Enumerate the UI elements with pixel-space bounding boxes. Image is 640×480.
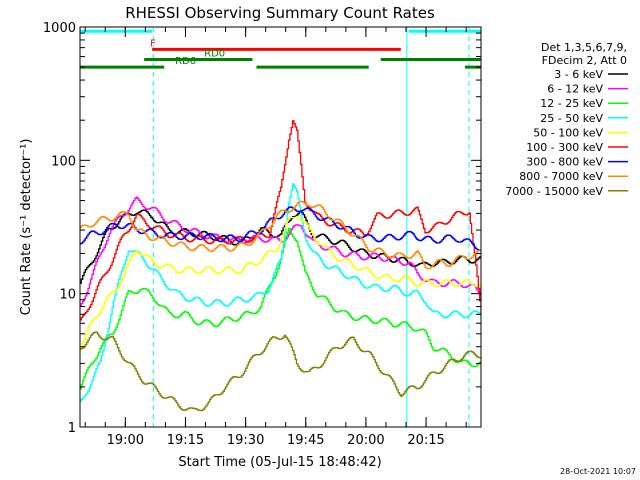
- x-tick-label-19-00: 19:00: [107, 433, 144, 448]
- flag-label-rd6: RD6: [175, 56, 196, 67]
- x-axis-ticks: 19:00 19:15 19:30 19:45 20:00 20:15: [84, 27, 467, 448]
- series-group: [80, 120, 481, 412]
- legend: Det 1,3,5,6,7,9, FDecim 2, Att 0 3 - 6 k…: [505, 41, 628, 198]
- legend-label-7000-15000-kev: 7000 - 15000 keV: [505, 185, 603, 198]
- y-tick-label-1000: 1000: [43, 21, 76, 36]
- legend-label-25-50-kev: 25 - 50 keV: [540, 112, 603, 125]
- generation-timestamp: 28-Oct-2021 10:07: [560, 467, 636, 476]
- series-line-12-25-kev: [80, 227, 481, 390]
- series-line-800-7000-kev: [80, 200, 481, 270]
- legend-label-50-100-kev: 50 - 100 keV: [533, 126, 603, 139]
- legend-label-100-300-kev: 100 - 300 keV: [526, 141, 603, 154]
- chart-title: RHESSI Observing Summary Count Rates: [125, 4, 435, 22]
- time-markers: [80, 27, 470, 427]
- series-line-25-50-kev: [80, 183, 481, 402]
- y-axis-label: Count Rate (s⁻¹ detector⁻¹): [19, 139, 34, 316]
- series-line-50-100-kev: [80, 216, 481, 351]
- flag-label-rd0: RD0: [204, 49, 225, 60]
- x-tick-label-19-15: 19:15: [167, 433, 204, 448]
- y-tick-label-1: 1: [68, 421, 76, 436]
- plot-frame: [79, 26, 482, 428]
- flag-label-f: F: [150, 38, 156, 49]
- legend-header-2: FDecim 2, Att 0: [542, 54, 627, 67]
- series-line-3-6-kev: [80, 209, 481, 284]
- x-tick-label-19-30: 19:30: [227, 433, 264, 448]
- y-tick-label-10: 10: [59, 288, 76, 303]
- x-tick-label-20-15: 20:15: [407, 433, 444, 448]
- x-axis-label: Start Time (05-Jul-15 18:48:42): [178, 455, 381, 470]
- flag-label-n: N: [156, 20, 163, 31]
- y-tick-label-100: 100: [51, 154, 76, 169]
- legend-header-1: Det 1,3,5,6,7,9,: [541, 41, 627, 54]
- x-tick-label-19-45: 19:45: [287, 433, 324, 448]
- series-line-100-300-kev: [80, 120, 481, 321]
- series-line-300-800-kev: [80, 206, 481, 251]
- legend-label-3-6-kev: 3 - 6 keV: [554, 68, 603, 81]
- flag-bars: NF RD0 RD6: [80, 20, 481, 69]
- legend-label-800-7000-kev: 800 - 7000 keV: [519, 170, 603, 183]
- legend-label-300-800-kev: 300 - 800 keV: [526, 156, 603, 169]
- legend-label-12-25-kev: 12 - 25 keV: [540, 97, 603, 110]
- series-line-7000-15000-kev: [80, 331, 481, 412]
- legend-label-6-12-kev: 6 - 12 keV: [547, 83, 603, 96]
- x-tick-label-20-00: 20:00: [347, 433, 384, 448]
- y-axis-ticks: 1 10 100 1000: [43, 21, 481, 436]
